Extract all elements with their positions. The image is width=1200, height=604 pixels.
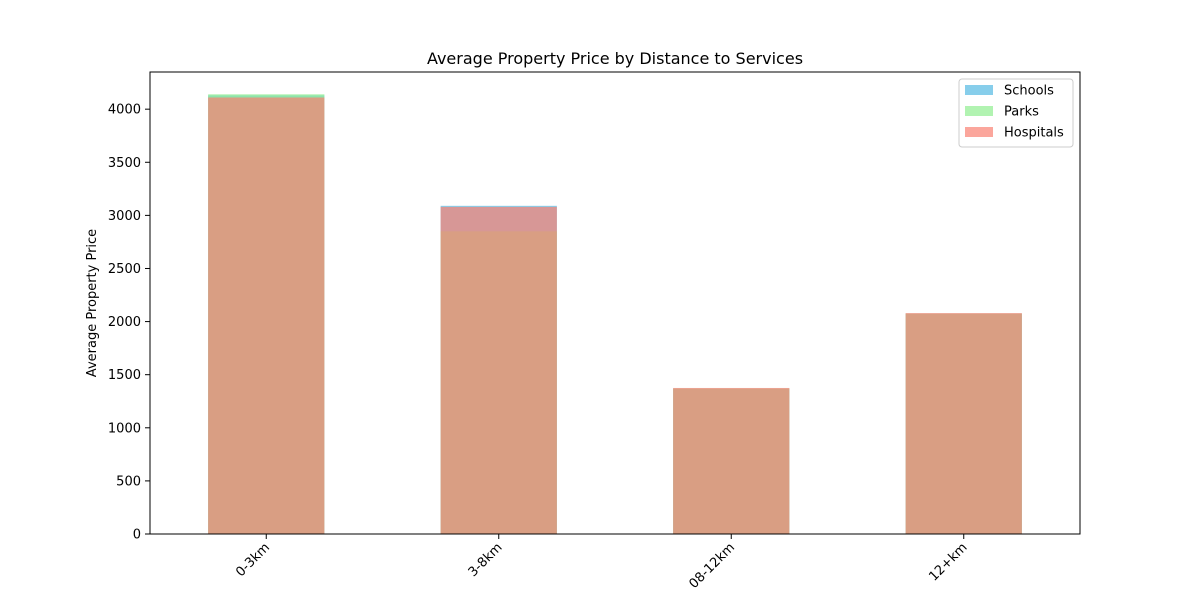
y-tick-label-5: 2500 <box>108 262 141 277</box>
y-tick-label-1: 500 <box>116 474 141 489</box>
legend-swatch-schools <box>965 85 993 95</box>
y-tick-label-8: 4000 <box>108 103 141 118</box>
bar-hospitals-2 <box>673 387 790 534</box>
legend-label-schools: Schools <box>1004 84 1054 99</box>
legend-label-hospitals: Hospitals <box>1004 126 1064 141</box>
y-tick-label-4: 2000 <box>108 315 141 330</box>
y-tick-label-7: 3500 <box>108 156 141 171</box>
x-tick-label-1: 3-8km <box>466 540 506 580</box>
y-axis-label: Average Property Price <box>85 229 100 377</box>
legend-label-parks: Parks <box>1004 105 1039 120</box>
y-tick-label-6: 3000 <box>108 209 141 224</box>
y-tick-label-3: 1500 <box>108 368 141 383</box>
y-tick-label-0: 0 <box>133 528 141 543</box>
x-tick-label-0: 0-3km <box>233 540 273 580</box>
y-tick-label-2: 1000 <box>108 421 141 436</box>
x-tick-label-3: 12+km <box>926 540 970 584</box>
x-tick-label-2: 08-12km <box>686 540 738 592</box>
bar-hospitals-3 <box>905 313 1022 534</box>
bar-hospitals-1 <box>440 206 557 534</box>
legend-swatch-parks <box>965 106 993 116</box>
legend-swatch-hospitals <box>965 127 993 137</box>
bars-layer <box>208 94 1022 535</box>
chart-title: Average Property Price by Distance to Se… <box>427 49 803 68</box>
legend: Schools Parks Hospitals <box>958 78 1074 148</box>
bar-hospitals-0 <box>208 97 325 534</box>
plot-frame <box>149 71 1081 535</box>
